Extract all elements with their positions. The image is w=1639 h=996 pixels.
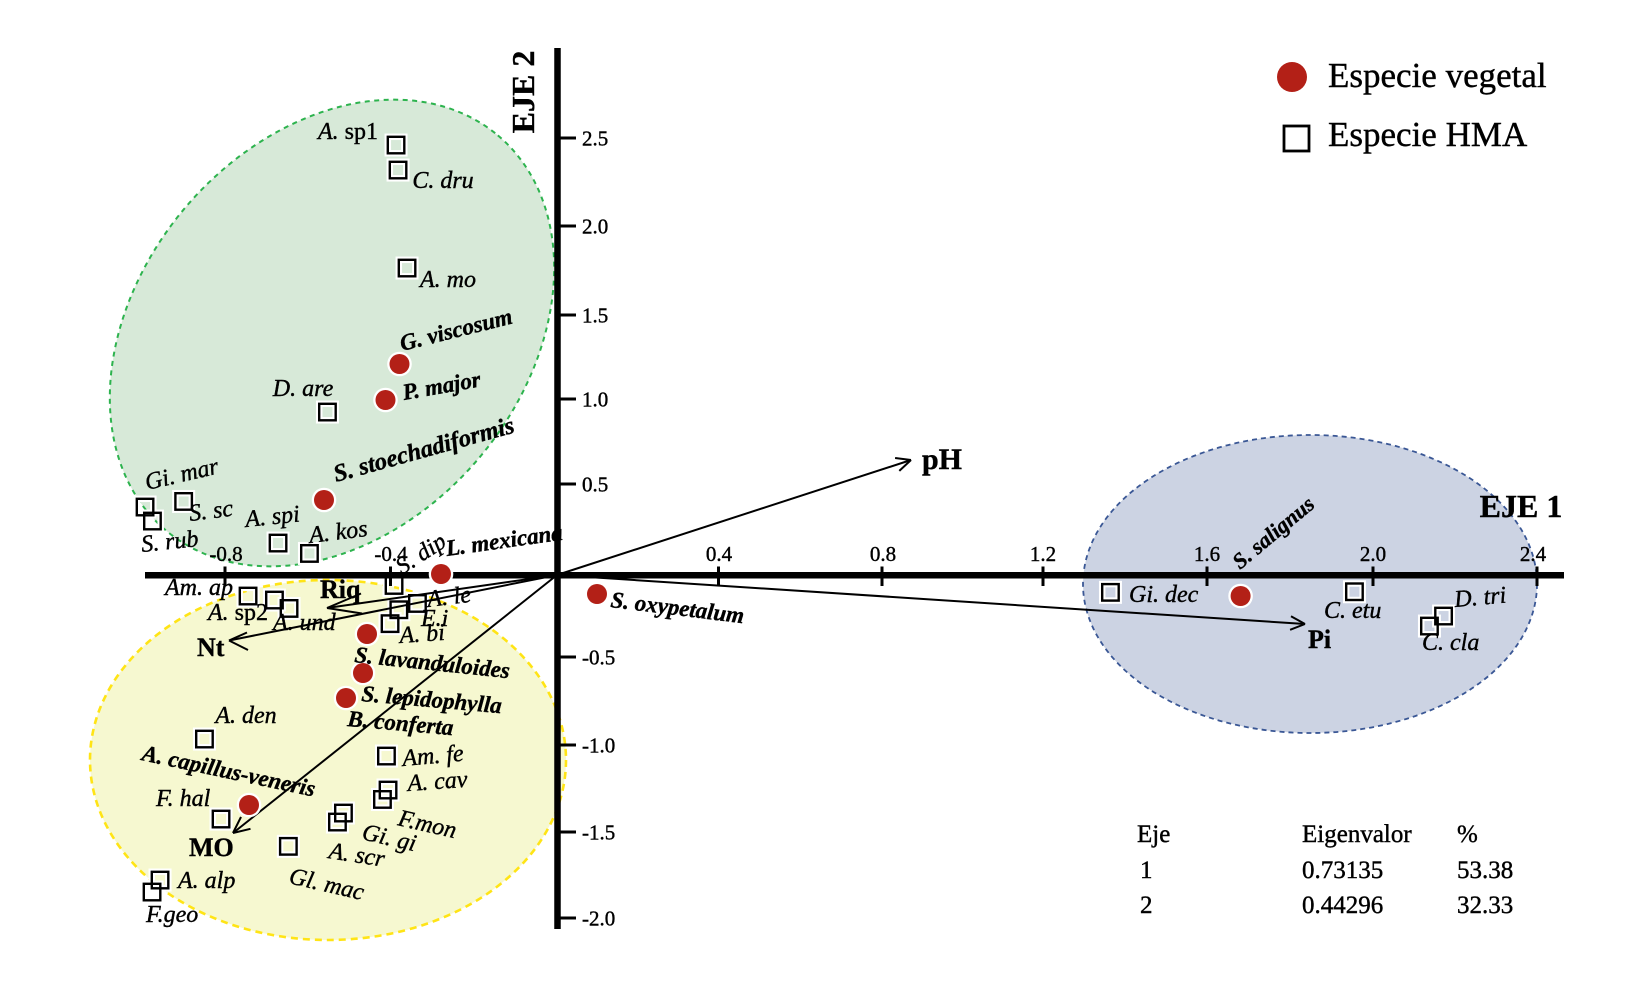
- svg-text:F.geo: F.geo: [145, 902, 198, 928]
- svg-text:A. den: A. den: [213, 703, 276, 729]
- svg-text:2: 2: [1140, 892, 1153, 919]
- svg-text:-0.5: -0.5: [582, 646, 615, 670]
- svg-text:A. spi: A. spi: [242, 501, 301, 533]
- svg-text:0.8: 0.8: [870, 542, 896, 566]
- svg-text:S. rub: S. rub: [140, 526, 200, 558]
- svg-text:1.2: 1.2: [1030, 542, 1056, 566]
- svg-text:Especie vegetal: Especie vegetal: [1328, 56, 1547, 95]
- svg-text:0.4: 0.4: [706, 542, 733, 566]
- svg-text:A. cav: A. cav: [405, 767, 469, 797]
- svg-text:Am. fe: Am. fe: [399, 741, 465, 772]
- svg-text:Riq: Riq: [320, 575, 361, 604]
- svg-text:A. sp1: A. sp1: [316, 119, 378, 145]
- svg-text:2.4: 2.4: [1520, 542, 1547, 566]
- svg-text:EJE 2: EJE 2: [505, 51, 541, 134]
- svg-text:-1.0: -1.0: [582, 734, 615, 758]
- svg-text:C. dru: C. dru: [412, 168, 473, 194]
- svg-text:-0.4: -0.4: [374, 542, 408, 566]
- svg-text:D. are: D. are: [272, 376, 334, 402]
- svg-text:-2.0: -2.0: [582, 907, 615, 931]
- svg-text:S. sc: S. sc: [188, 496, 235, 527]
- svg-text:53.38: 53.38: [1457, 857, 1513, 884]
- svg-text:L. mexicana: L. mexicana: [443, 520, 564, 561]
- svg-text:Eje: Eje: [1137, 821, 1170, 848]
- svg-text:-0.8: -0.8: [209, 542, 242, 566]
- svg-text:Eigenvalor: Eigenvalor: [1302, 821, 1412, 848]
- svg-text:0.73135: 0.73135: [1302, 857, 1383, 884]
- svg-text:1.5: 1.5: [582, 304, 608, 328]
- svg-text:pH: pH: [922, 443, 962, 476]
- svg-text:1.0: 1.0: [582, 388, 608, 412]
- svg-text:A. mo: A. mo: [418, 267, 476, 293]
- svg-text:S. oxypetalum: S. oxypetalum: [609, 587, 745, 628]
- svg-text:Gi. dec: Gi. dec: [1129, 582, 1199, 608]
- svg-text:0.44296: 0.44296: [1302, 892, 1383, 919]
- svg-text:Pi: Pi: [1308, 625, 1331, 654]
- svg-text:EJE 1: EJE 1: [1480, 488, 1563, 524]
- svg-text:Especie HMA: Especie HMA: [1328, 115, 1528, 154]
- svg-text:2.0: 2.0: [582, 215, 608, 239]
- svg-text:2.0: 2.0: [1360, 542, 1386, 566]
- svg-text:A. und: A. und: [271, 610, 337, 636]
- svg-text:Nt: Nt: [197, 633, 225, 662]
- svg-text:32.33: 32.33: [1457, 892, 1513, 919]
- svg-text:C. cla: C. cla: [1422, 630, 1479, 656]
- svg-text:B. conferta: B. conferta: [346, 706, 455, 740]
- svg-text:0.5: 0.5: [582, 473, 608, 497]
- svg-text:F. hal: F. hal: [155, 786, 211, 812]
- svg-text:Am. ap: Am. ap: [163, 575, 233, 601]
- svg-text:A. alp: A. alp: [176, 868, 235, 894]
- svg-text:C. etu: C. etu: [1324, 598, 1381, 624]
- svg-text:1.6: 1.6: [1194, 542, 1220, 566]
- svg-text:A. le: A. le: [424, 582, 473, 613]
- svg-text:%: %: [1457, 821, 1478, 848]
- svg-text:E.i: E.i: [420, 606, 448, 632]
- svg-text:MO: MO: [189, 833, 234, 862]
- svg-text:A. bi: A. bi: [397, 620, 446, 649]
- svg-text:2.5: 2.5: [582, 127, 608, 151]
- svg-text:D. tri: D. tri: [1452, 583, 1507, 614]
- svg-text:-1.5: -1.5: [582, 821, 615, 845]
- svg-text:1: 1: [1140, 857, 1153, 884]
- svg-text:A. sp2: A. sp2: [206, 600, 268, 626]
